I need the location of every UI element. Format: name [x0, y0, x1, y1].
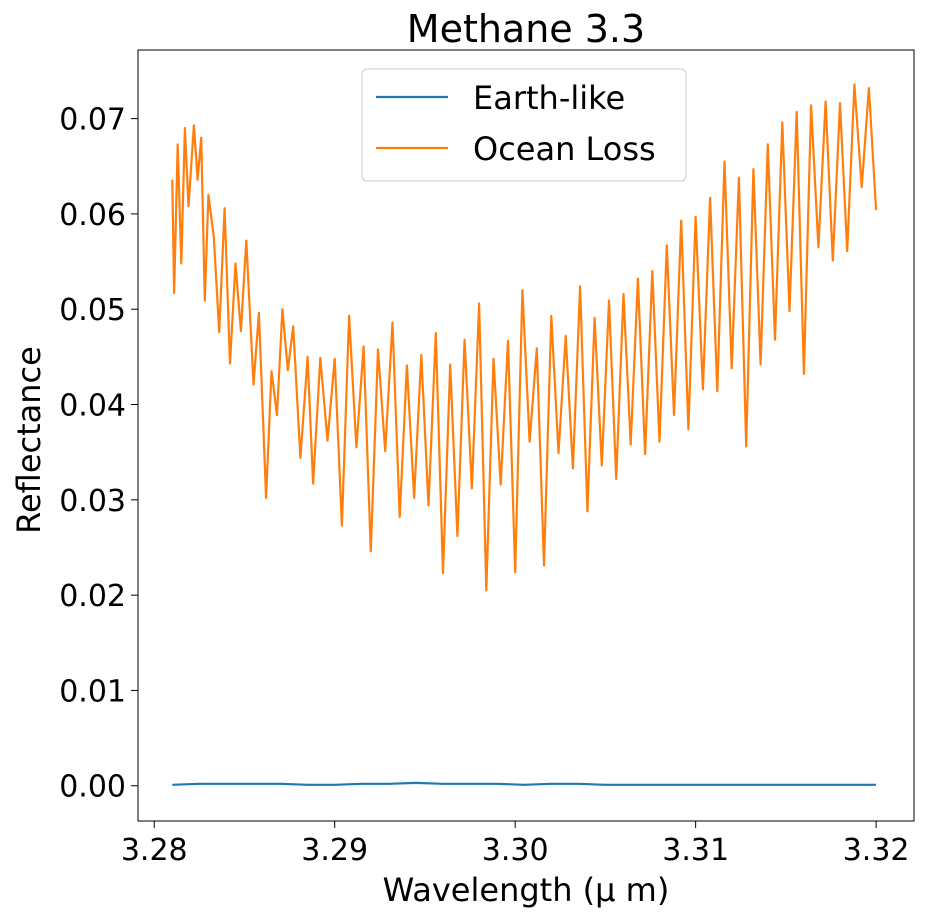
- axes: 3.28 3.29 3.30 3.31 3.32 0.00 0.01 0.02 0.03 0.04…: [59, 49, 915, 868]
- x-tick-label: 3.28: [121, 833, 188, 868]
- x-axis-label: Wavelength (μ m): [383, 871, 670, 909]
- y-tick-label: 0.06: [59, 198, 126, 233]
- x-tick-label: 3.29: [301, 833, 368, 868]
- series-line-earth-like: [172, 781, 877, 786]
- x-tick-label: 3.30: [482, 833, 549, 868]
- series-line-ocean-loss: [171, 83, 878, 592]
- y-tick-label: 0.01: [59, 674, 126, 709]
- y-tick-label: 0.03: [59, 484, 126, 519]
- legend: Earth-like Ocean Loss: [361, 68, 687, 182]
- y-tick-label: 0.00: [59, 770, 126, 805]
- x-tick-label: 3.32: [843, 833, 910, 868]
- y-tick-label: 0.05: [59, 293, 126, 328]
- plot-area: [171, 83, 878, 786]
- y-tick-label: 0.04: [59, 389, 126, 424]
- plot-frame: [137, 49, 915, 822]
- legend-label-ocean-loss: Ocean Loss: [473, 130, 656, 168]
- legend-label-earth-like: Earth-like: [473, 79, 625, 117]
- chart-title: Methane 3.3: [407, 7, 645, 51]
- y-axis-label: Reflectance: [10, 346, 48, 534]
- y-tick-label: 0.07: [59, 103, 126, 138]
- x-tick-label: 3.31: [662, 833, 729, 868]
- y-tick-label: 0.02: [59, 579, 126, 614]
